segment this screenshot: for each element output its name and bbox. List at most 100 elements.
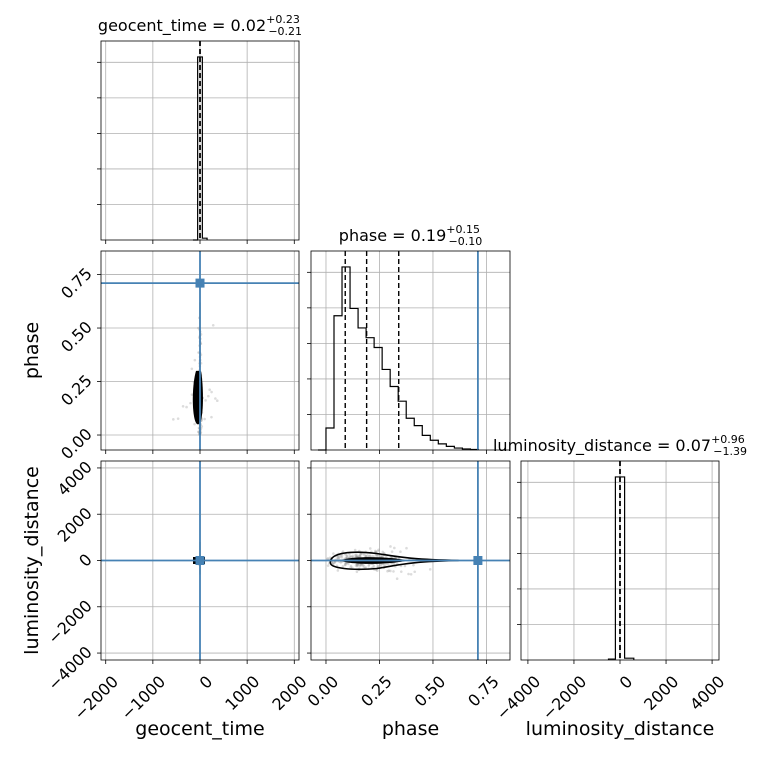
sample-point: [382, 563, 385, 566]
title-minus: −1.39: [713, 445, 747, 458]
title-luminosity_distance: luminosity_distance = 0.07+0.96 −1.39: [493, 433, 747, 458]
panel-geocent_time-vs-phase: [100, 250, 300, 451]
title-median: luminosity_distance = 0.07: [493, 436, 711, 456]
sample-point: [355, 554, 358, 558]
y-axis-label-phase: phase: [21, 322, 43, 379]
sample-point: [362, 564, 366, 568]
sample-point: [333, 561, 337, 564]
sample-point: [185, 405, 188, 409]
sample-point: [344, 561, 348, 565]
sample-point: [399, 550, 402, 553]
sample-point: [197, 326, 200, 330]
title-median: phase = 0.19: [339, 226, 446, 245]
y-tick-label: −2000: [44, 596, 96, 648]
sample-point: [340, 553, 344, 557]
sample-point: [349, 555, 353, 559]
panel-frame: [310, 250, 511, 451]
sample-point: [413, 570, 417, 574]
x-tick-label: 0: [196, 672, 217, 693]
y-tick-label: −4000: [44, 642, 96, 694]
x-tick-label: 0.50: [411, 672, 450, 711]
sample-point: [384, 562, 388, 566]
sample-point: [364, 566, 368, 569]
sample-point: [354, 564, 358, 567]
sample-point: [405, 546, 408, 550]
x-axis-label-phase: phase: [382, 718, 439, 740]
sample-point: [407, 572, 410, 576]
sample-point: [326, 564, 330, 567]
sample-point: [344, 561, 348, 565]
truth-marker: [473, 556, 483, 565]
sample-point: [200, 425, 204, 428]
x-tick-label: 1000: [221, 672, 263, 714]
sample-point: [326, 557, 330, 560]
sample-point: [350, 566, 354, 569]
sample-point: [331, 562, 334, 565]
title-geocent_time: geocent_time = 0.02+0.23 −0.21: [98, 13, 302, 38]
sample-point: [371, 554, 375, 558]
y-tick-label: 2000: [54, 504, 96, 546]
sample-point: [350, 555, 353, 559]
sample-point: [355, 570, 359, 574]
sample-point: [355, 563, 359, 566]
sample-point: [193, 358, 197, 362]
sample-point: [359, 553, 362, 557]
sample-point: [339, 555, 342, 558]
sample-point: [380, 555, 383, 558]
sample-point: [176, 417, 180, 420]
sample-point: [210, 415, 213, 419]
x-tick-label: −4000: [493, 672, 545, 724]
sample-point: [361, 552, 365, 556]
x-tick-label: −2000: [70, 672, 122, 724]
sample-point: [393, 546, 396, 550]
sample-point: [412, 563, 415, 567]
panel-geocent_time-vs-luminosity_distance: [100, 460, 300, 661]
title-text: luminosity_distance = 0.07+0.96 −1.39: [493, 433, 747, 458]
y-axis-label-luminosity-distance: luminosity_distance: [21, 466, 43, 655]
sample-point: [386, 569, 389, 573]
sample-point: [355, 563, 359, 566]
sample-point: [207, 394, 210, 398]
sample-point: [359, 552, 363, 556]
sample-point: [376, 565, 380, 568]
y-tick-label: 0: [75, 550, 96, 571]
sample-point: [211, 323, 215, 327]
sample-point: [355, 555, 359, 558]
sample-point: [335, 557, 339, 561]
sample-point: [190, 393, 194, 396]
x-tick-label: 4000: [686, 672, 728, 714]
sample-point: [336, 556, 340, 559]
density-geocent_time-vs-phase: [172, 302, 219, 436]
title-minus: −0.21: [268, 25, 302, 38]
sample-point: [376, 555, 380, 558]
sample-point: [428, 568, 432, 571]
sample-point: [368, 554, 372, 557]
panel-hist-luminosity_distance: [517, 460, 720, 661]
x-tick-label: 2000: [640, 672, 682, 714]
sample-point: [368, 547, 372, 550]
sample-point: [364, 554, 368, 558]
sample-point: [364, 554, 368, 558]
y-tick-label: 0.00: [57, 424, 96, 463]
title-plus: +0.15: [446, 223, 480, 236]
sample-point: [345, 554, 349, 558]
contour-region: [192, 370, 203, 425]
sample-point: [395, 577, 399, 581]
sample-point: [387, 562, 390, 566]
sample-point: [181, 405, 185, 408]
sample-point: [358, 554, 361, 557]
sample-point: [204, 399, 207, 402]
sample-point: [363, 553, 366, 557]
title-text: phase = 0.19+0.15 −0.10: [339, 223, 482, 248]
sample-point: [344, 561, 347, 565]
y-tick-label: 0.50: [57, 317, 96, 356]
sample-point: [355, 564, 359, 568]
sample-point: [356, 563, 360, 567]
x-tick-label: −1000: [117, 672, 169, 724]
sample-point: [354, 555, 358, 559]
sample-point: [354, 553, 357, 557]
y-tick-label: 0.25: [57, 371, 96, 410]
sample-point: [214, 397, 217, 400]
